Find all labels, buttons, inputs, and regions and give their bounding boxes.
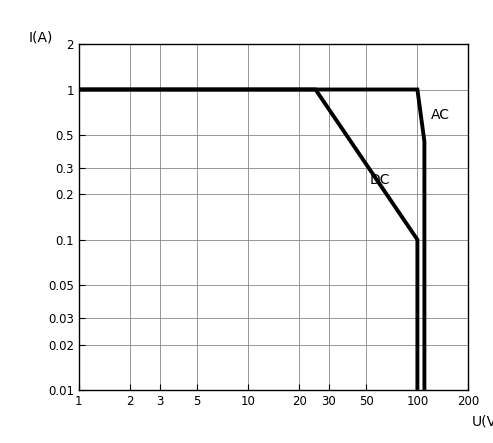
Text: AC: AC [431, 108, 450, 122]
Text: DC: DC [369, 173, 390, 187]
Text: U(V): U(V) [472, 414, 493, 428]
Text: I(A): I(A) [28, 30, 53, 44]
